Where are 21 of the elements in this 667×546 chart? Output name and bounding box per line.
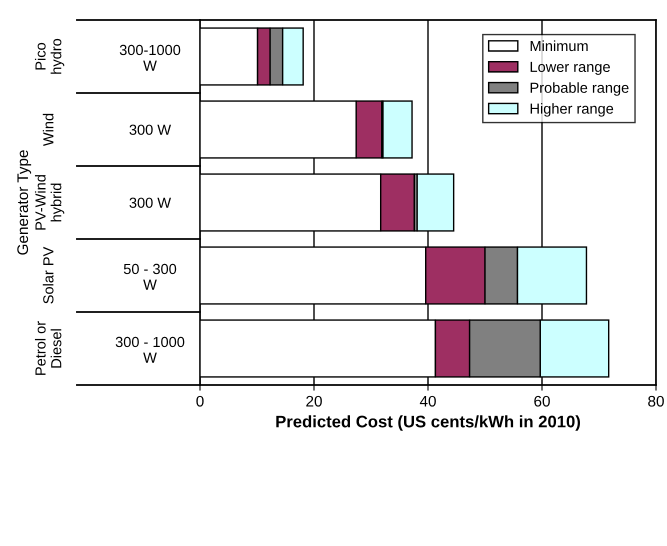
y-tick-label: 300 W xyxy=(129,124,172,135)
legend-label: Higher range xyxy=(530,103,614,117)
x-tick-label: 0 xyxy=(196,396,204,407)
legend-label: Minimum xyxy=(530,40,588,52)
x-tick-label: 60 xyxy=(534,396,550,407)
y-tick-label: 300 W xyxy=(129,198,172,208)
text: Wind xyxy=(42,114,54,146)
x-tick-label: 20 xyxy=(306,396,322,407)
legend-label: Probable range xyxy=(530,82,629,96)
text: Pico hydro xyxy=(34,38,64,74)
text: Generator Type xyxy=(17,150,32,255)
legend-label: Lower range xyxy=(530,62,610,75)
x-tick-label: 40 xyxy=(420,396,436,407)
text: Petrol or Diesel xyxy=(34,321,62,375)
x-axis-title: Predicted Cost (US cents/kWh in 2010) xyxy=(276,415,580,431)
y-tick-label: 50 - 300 W xyxy=(124,264,176,290)
y-tick-label: 300 - 1000 W xyxy=(116,336,184,363)
text: Solar PV xyxy=(42,246,54,304)
x-tick-label: 80 xyxy=(648,396,664,407)
text: PV-Wind hybrid xyxy=(34,175,64,230)
y-tick-label: 300-1000 W xyxy=(120,44,180,71)
